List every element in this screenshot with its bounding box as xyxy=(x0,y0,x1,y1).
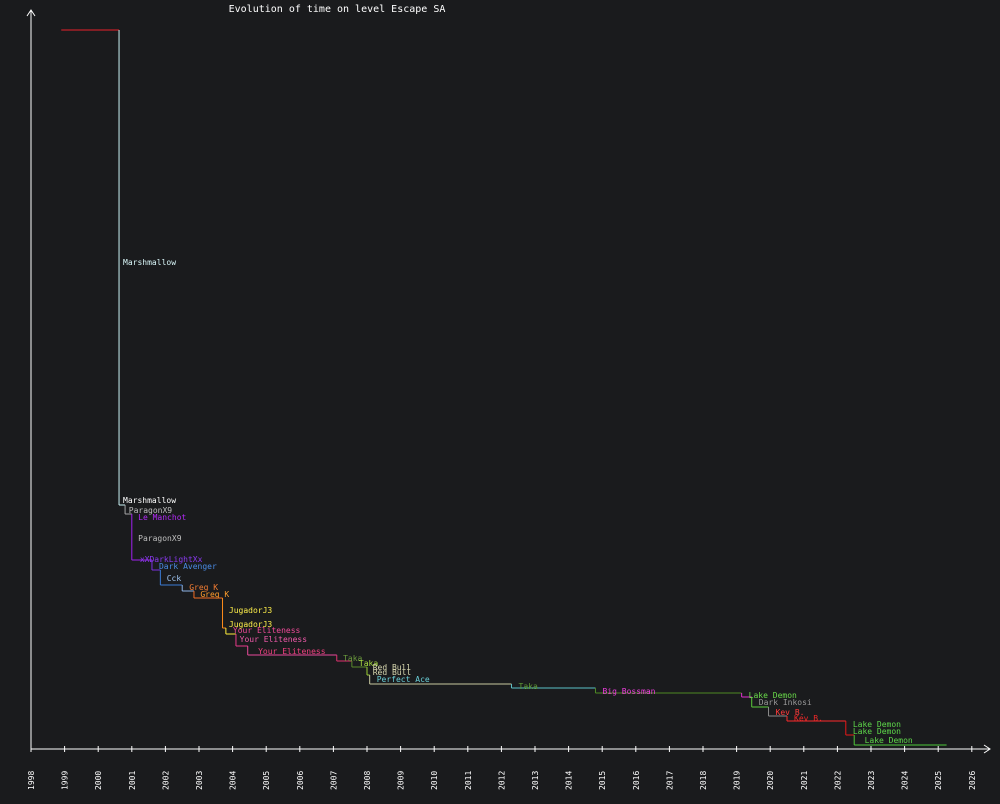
x-tick-label: 2026 xyxy=(968,771,977,790)
record-holder-label: Lake Demon xyxy=(853,720,901,729)
x-tick-label: 1999 xyxy=(61,771,70,790)
record-holder-label: Dark Avenger xyxy=(159,562,217,571)
x-tick-label: 2022 xyxy=(833,771,842,790)
x-tick-label: 2008 xyxy=(363,771,372,790)
x-axis-arrow xyxy=(983,744,991,754)
record-holder-label: Lake Demon xyxy=(749,691,797,700)
x-tick-label: 2020 xyxy=(766,771,775,790)
record-holder-label: Red Bull xyxy=(373,668,412,677)
x-tick-label: 2005 xyxy=(262,771,271,790)
x-tick-label: 2023 xyxy=(867,771,876,790)
record-holder-label: JugadorJ3 xyxy=(229,606,273,615)
x-tick-label: 2002 xyxy=(161,771,170,790)
record-holder-label: Dark Inkosi xyxy=(759,698,812,707)
record-holder-label: xXDarkLightXx xyxy=(140,555,203,564)
record-holder-label: Lake Demon xyxy=(865,736,913,745)
record-step-lines xyxy=(61,29,947,746)
record-holder-label: Taka xyxy=(519,682,538,691)
record-holder-label: JugadorJ3 xyxy=(229,620,273,629)
x-tick-label: 2019 xyxy=(733,771,742,790)
x-tick-label: 2017 xyxy=(665,771,674,790)
record-holder-label: Perfect Ace xyxy=(377,675,430,684)
x-tick-label: 2013 xyxy=(531,771,540,790)
x-axis-ticks: 1998 1999 2000 2001 2002 2003 2004 2005 2006 2007… xyxy=(27,746,977,790)
record-holder-label: Kev B. xyxy=(794,714,823,723)
x-tick-label: 2003 xyxy=(195,771,204,790)
x-tick-label: 1998 xyxy=(27,771,36,790)
x-tick-label: 2011 xyxy=(464,771,473,790)
x-tick-label: 2015 xyxy=(598,771,607,790)
x-tick-label: 2012 xyxy=(497,771,506,790)
x-tick-label: 2001 xyxy=(128,771,137,790)
chart-title: Evolution of time on level Escape SA xyxy=(229,4,446,15)
record-holder-label: Lake Demon xyxy=(853,727,901,736)
x-tick-label: 2004 xyxy=(229,771,238,790)
record-holder-label: Big Bossman xyxy=(603,687,656,696)
x-tick-label: 2007 xyxy=(329,771,338,790)
record-holder-label: Taka xyxy=(359,659,378,668)
record-holder-label: Taka xyxy=(343,654,362,663)
record-holder-label: Your Eliteness xyxy=(233,626,301,635)
axes xyxy=(26,9,991,754)
record-holder-label: Greg K xyxy=(200,590,229,599)
record-holder-label: Cck xyxy=(167,574,182,583)
record-holder-label: Marshmallow xyxy=(123,496,176,505)
record-holder-label: Kev B. xyxy=(776,708,805,717)
record-holder-label: Le Manchot xyxy=(138,513,186,522)
x-tick-label: 2014 xyxy=(565,771,574,790)
record-holder-label: Greg K xyxy=(189,583,218,592)
record-holder-label: ParagonX9 xyxy=(138,534,182,543)
record-holder-label: Your Eliteness xyxy=(258,647,326,656)
record-holder-label: Marshmallow xyxy=(123,258,176,267)
record-holder-label: Your Eliteness xyxy=(240,635,308,644)
x-tick-label: 2018 xyxy=(699,771,708,790)
x-tick-label: 2016 xyxy=(632,771,641,790)
x-tick-label: 2021 xyxy=(800,771,809,790)
record-holder-label: Red Bull xyxy=(373,663,412,672)
y-axis-arrow xyxy=(26,9,36,17)
x-tick-label: 2010 xyxy=(430,771,439,790)
record-holder-label: ParagonX9 xyxy=(129,506,173,515)
x-tick-label: 2000 xyxy=(94,771,103,790)
x-tick-label: 2024 xyxy=(901,771,910,790)
x-tick-label: 2009 xyxy=(397,771,406,790)
x-tick-label: 2006 xyxy=(296,771,305,790)
x-tick-label: 2025 xyxy=(934,771,943,790)
